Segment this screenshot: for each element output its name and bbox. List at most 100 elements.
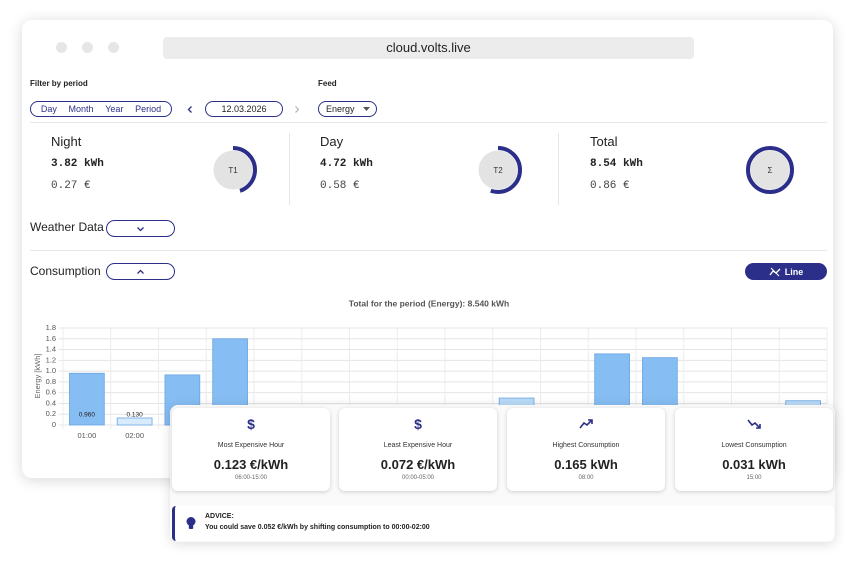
- y-tick-label: 1.4: [46, 345, 56, 354]
- divider: [30, 122, 827, 123]
- x-tick-label: 02:00: [125, 431, 144, 440]
- divider: [289, 133, 290, 205]
- insight-label: Most Expensive Hour: [217, 442, 285, 449]
- feed-value: Energy: [326, 104, 355, 114]
- toggle-weather[interactable]: [106, 220, 175, 237]
- y-tick-label: 0: [52, 420, 56, 429]
- y-tick-label: 0.2: [46, 409, 56, 418]
- stat-energy: 8.54 kWh: [590, 158, 643, 170]
- y-tick-label: 0.8: [46, 377, 56, 386]
- next-arrow[interactable]: [293, 105, 301, 114]
- insight-card: $ Most Expensive Hour 0.123 €/kWh 06:00-15:…: [172, 408, 330, 491]
- donut-badge: Σ: [768, 166, 773, 175]
- line-button-text: Line: [784, 266, 804, 277]
- feed-dropdown[interactable]: Energy: [318, 101, 377, 117]
- advice-title: ADVICE:: [205, 513, 234, 520]
- stat-label: Night: [51, 134, 82, 149]
- insight-icon: $: [414, 416, 422, 432]
- stat-energy: 4.72 kWh: [320, 158, 373, 170]
- donut-center: [213, 150, 253, 190]
- donut-badge: T2: [493, 166, 503, 175]
- insight-icon: $: [247, 416, 255, 432]
- trend-head: [588, 419, 593, 424]
- donut-arc: [474, 146, 522, 194]
- stat-energy: 3.82 kWh: [51, 158, 104, 170]
- chart-title: Total for the period (Energy): 8.540 kWh: [349, 298, 509, 308]
- energy-unit: kWh: [84, 158, 104, 170]
- energy-value: 4.72: [320, 158, 347, 170]
- insight-sub: 08:00: [578, 475, 594, 481]
- section-title: Consumption: [30, 264, 101, 278]
- insight-label: Highest Consumption: [552, 442, 620, 449]
- window-dot[interactable]: [82, 42, 93, 53]
- insight-sub: 15:00: [746, 475, 762, 481]
- donut-badge: T1: [228, 166, 238, 175]
- stat-cost: 0.86 €: [590, 180, 630, 192]
- energy-unit: kWh: [353, 158, 373, 170]
- line-button[interactable]: Line: [745, 263, 827, 280]
- window-dot[interactable]: [108, 42, 119, 53]
- stat-label: Total: [590, 134, 618, 149]
- stat-cost: 0.27 €: [51, 180, 91, 192]
- donut-center: [478, 150, 518, 190]
- chevron: [137, 269, 144, 274]
- advice-text: You could save 0.052 €/kWh by shifting c…: [205, 524, 430, 531]
- donut-arc: [209, 146, 257, 194]
- donut: T1: [209, 146, 257, 194]
- energy-value: 3.82: [51, 158, 78, 170]
- donut-center: [750, 150, 790, 190]
- donut: Σ: [746, 146, 794, 194]
- trend-line: [747, 419, 761, 429]
- stat-label: Day: [320, 134, 344, 149]
- x-tick-label: 01:00: [77, 431, 96, 440]
- trend-icon: [579, 419, 593, 429]
- y-tick-label: 0.4: [46, 398, 56, 407]
- prev-arrow[interactable]: [186, 105, 194, 114]
- insight-value: 0.165 kWh: [554, 457, 618, 472]
- donut: T2: [474, 146, 522, 194]
- donut-arc: [746, 146, 794, 194]
- filter-label: Filter by period: [30, 79, 88, 88]
- y-tick-label: 1.0: [46, 366, 56, 375]
- insight-value: 0.072 €/kWh: [380, 457, 456, 472]
- period-option[interactable]: Day: [40, 104, 57, 114]
- trend-line: [579, 419, 593, 429]
- insight-card: Highest Consumption 0.165 kWh 08:00: [507, 408, 665, 491]
- window-dot[interactable]: [56, 42, 67, 53]
- insight-value: 0.123 €/kWh: [213, 457, 289, 472]
- value-label: 0.960: [79, 412, 96, 419]
- y-tick-label: 1.2: [46, 355, 56, 364]
- browser-window: [22, 20, 833, 478]
- stat-cost: 0.58 €: [320, 180, 360, 192]
- y-tick-label: 0.6: [46, 388, 56, 397]
- period-option[interactable]: Year: [105, 104, 124, 114]
- insight-label: Lowest Consumption: [721, 442, 787, 449]
- insight-card: $ Least Expensive Hour 0.072 €/kWh 00:00-05…: [339, 408, 497, 491]
- caret: [362, 107, 370, 111]
- insight-sub: 00:00-05:00: [401, 475, 435, 481]
- date-picker[interactable]: 12.03.2026: [205, 101, 283, 117]
- y-tick-label: 1.8: [46, 323, 56, 332]
- advice-box: ADVICE: You could save 0.052 €/kWh by sh…: [172, 506, 834, 541]
- period-option[interactable]: Period: [135, 104, 162, 114]
- energy-value: 8.54: [590, 158, 617, 170]
- period-group: Day Month Year Period: [30, 101, 172, 117]
- bulb-icon: [186, 517, 196, 529]
- chevron: [137, 226, 144, 231]
- value-label: 0.130: [126, 412, 143, 419]
- bar: [69, 372, 105, 426]
- energy-unit: kWh: [623, 158, 643, 170]
- divider: [30, 250, 827, 251]
- line-icon: [769, 267, 781, 276]
- insight-label: Least Expensive Hour: [383, 442, 453, 449]
- toggle-consumption[interactable]: [106, 263, 175, 280]
- y-axis-label: Energy [kWh]: [33, 353, 42, 398]
- insight-card: Lowest Consumption 0.031 kWh 15:00: [675, 408, 833, 491]
- period-option[interactable]: Month: [68, 104, 94, 114]
- insight-sub: 06:00-15:00: [234, 475, 268, 481]
- insight-value: 0.031 kWh: [722, 457, 786, 472]
- y-tick-label: 1.6: [46, 334, 56, 343]
- feed-label: Feed: [318, 79, 337, 88]
- address-bar[interactable]: cloud.volts.live: [163, 37, 694, 59]
